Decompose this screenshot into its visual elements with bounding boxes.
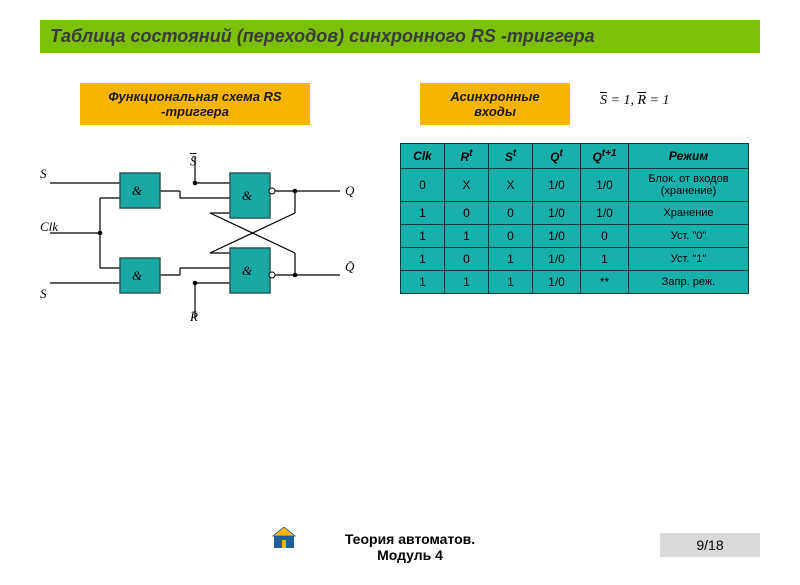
table-row: 0XX1/01/0Блок. от входов (хранение): [401, 169, 749, 202]
table-row: 1001/01/0Хранение: [401, 202, 749, 225]
table-cell: 1: [401, 248, 445, 271]
pin-q-bar: Q̄: [345, 259, 355, 274]
table-row: 1011/01Уст. "1": [401, 248, 749, 271]
table-row: 1111/0**Запр. реж.: [401, 271, 749, 294]
state-transition-table: ClkRtStQtQt+1Режим 0XX1/01/0Блок. от вхо…: [400, 143, 749, 294]
table-cell: 1: [445, 271, 489, 294]
table-cell: **: [581, 271, 629, 294]
table-cell: 1/0: [533, 169, 581, 202]
page-title-text: Таблица состояний (переходов) синхронног…: [50, 26, 595, 46]
table-header-cell: St: [489, 144, 533, 169]
table-cell: Запр. реж.: [629, 271, 749, 294]
table-cell: 0: [445, 248, 489, 271]
pin-clk: Clk: [40, 219, 58, 234]
table-cell: 1/0: [533, 248, 581, 271]
table-cell: X: [445, 169, 489, 202]
table-cell: 1: [489, 271, 533, 294]
rs-trigger-circuit-diagram: & & & & S Clk S S̄ R̄ Q Q̄: [40, 153, 360, 323]
label-functional-schema: Функциональная схема RS -триггера: [80, 83, 310, 125]
table-header-cell: Режим: [629, 144, 749, 169]
pin-r-bar: R̄: [189, 309, 198, 323]
table-header-cell: Qt: [533, 144, 581, 169]
pin-q: Q: [345, 183, 355, 198]
equation-sr-bar: S = 1, R = 1: [600, 93, 669, 109]
table-cell: 1: [401, 202, 445, 225]
gate-2-top-label: &: [242, 188, 253, 203]
home-icon[interactable]: [272, 527, 296, 549]
table-cell: 1/0: [533, 271, 581, 294]
pin-s-bot: S: [40, 286, 47, 301]
eq-s: S: [600, 93, 607, 108]
gate-2-bottom-label: &: [242, 263, 253, 278]
table-cell: X: [489, 169, 533, 202]
page-title-bar: Таблица состояний (переходов) синхронног…: [40, 20, 760, 53]
table-row: 1101/00Уст. "0": [401, 225, 749, 248]
eq-e2: = 1: [646, 93, 669, 108]
table-cell: 0: [489, 202, 533, 225]
table-cell: 1/0: [581, 169, 629, 202]
table-cell: 0: [489, 225, 533, 248]
table-cell: Уст. "0": [629, 225, 749, 248]
content-area: Функциональная схема RS -триггера Асинхр…: [40, 83, 760, 463]
table-cell: 0: [445, 202, 489, 225]
table-header-row: ClkRtStQtQt+1Режим: [401, 144, 749, 169]
page-indicator: 9/18: [660, 533, 760, 557]
gate-1-top-label: &: [132, 183, 143, 198]
table-cell: Уст. "1": [629, 248, 749, 271]
eq-r: R: [637, 93, 646, 108]
table-cell: 1: [489, 248, 533, 271]
pin-s-bar: S̄: [190, 154, 197, 169]
pin-s-top: S: [40, 166, 47, 181]
footer-title: Теория автоматов. Модуль 4: [300, 531, 520, 563]
table-cell: 0: [581, 225, 629, 248]
page-indicator-text: 9/18: [696, 537, 723, 553]
label-functional-schema-text: Функциональная схема RS -триггера: [108, 89, 281, 119]
table-cell: 1: [401, 271, 445, 294]
table-cell: 1: [445, 225, 489, 248]
table-cell: 1: [581, 248, 629, 271]
table-cell: Блок. от входов (хранение): [629, 169, 749, 202]
table-header-cell: Clk: [401, 144, 445, 169]
table-cell: Хранение: [629, 202, 749, 225]
table-cell: 1/0: [533, 225, 581, 248]
table-cell: 1: [401, 225, 445, 248]
table-cell: 1/0: [533, 202, 581, 225]
table-header-cell: Qt+1: [581, 144, 629, 169]
gate-1-bottom-label: &: [132, 268, 143, 283]
table-header-cell: Rt: [445, 144, 489, 169]
table-cell: 1/0: [581, 202, 629, 225]
footer-line1: Теория автоматов.: [345, 531, 475, 547]
footer-line2: Модуль 4: [377, 547, 443, 563]
eq-e1: = 1,: [607, 93, 637, 108]
label-async-inputs-text: Асинхронные входы: [450, 89, 539, 119]
label-async-inputs: Асинхронные входы: [420, 83, 570, 125]
table-cell: 0: [401, 169, 445, 202]
